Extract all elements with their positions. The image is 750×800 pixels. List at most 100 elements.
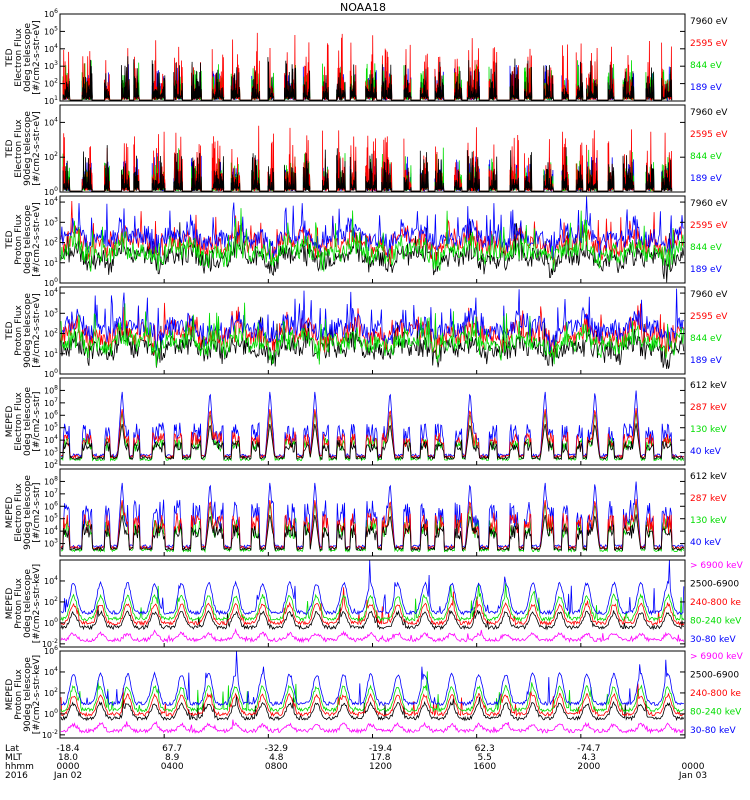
x-tick-2-row-1: 67.7 bbox=[162, 744, 182, 754]
panel-1-ylabel-line-4: [#/cm2-s-str-eV] bbox=[32, 20, 42, 95]
panel-1-ytick-exponent: 4 bbox=[54, 43, 58, 50]
panel-1-ytick-exponent: 1 bbox=[54, 95, 58, 102]
chart-title: NOAA18 bbox=[340, 1, 386, 14]
panel-3-ytick-label: 101 bbox=[44, 257, 58, 268]
panel-2-ytick-exponent: 0 bbox=[54, 186, 58, 193]
panel-1-legend-4: 189 eV bbox=[690, 83, 723, 93]
x-tick-4-row-2: 17.8 bbox=[370, 753, 390, 763]
panel-7-ytick-exponent: 2 bbox=[54, 596, 58, 603]
panel-6-legend-3: 130 keV bbox=[690, 516, 727, 526]
x-tick-5-row-3: 1600 bbox=[473, 762, 496, 772]
panel-6-ytick-label: 108 bbox=[44, 475, 58, 486]
panel-4-ylabel-line-3: 90deg telescope bbox=[23, 293, 33, 368]
panel-1-ytick-label: 106 bbox=[44, 8, 58, 19]
panel-4-ylabel-line-1: TED bbox=[5, 321, 15, 340]
panel-6-ytick-label: 104 bbox=[44, 525, 58, 536]
x-tick-2-row-3: 0400 bbox=[161, 762, 184, 772]
panel-5-legend-2: 287 keV bbox=[690, 403, 727, 413]
panel-6-ytick-exponent: 3 bbox=[54, 538, 58, 545]
panel-2-legend-1: 7960 eV bbox=[690, 108, 728, 118]
panel-6-series bbox=[60, 481, 685, 553]
panel-6-ytick-label: 103 bbox=[44, 538, 58, 549]
panel-7-ytick-label: 102 bbox=[44, 596, 58, 607]
panel-7-ylabel-line-4: [#/cm2-s-str-keV] bbox=[32, 564, 42, 643]
panel-7: 10-2 100 102 104 MEPED Proton Flux 0deg telesc… bbox=[5, 559, 744, 649]
panel-7-legend-5: 30-80 keV bbox=[690, 635, 736, 645]
x-tick-1-row-1: -18.4 bbox=[56, 744, 80, 754]
panel-4-legend-4: 189 eV bbox=[690, 356, 723, 366]
panel-8-series-1 bbox=[60, 719, 685, 735]
x-tick-6-row-1: -74.7 bbox=[577, 744, 600, 754]
panel-8-ylabel-line-4: [#/cm2-s-str-keV] bbox=[32, 655, 42, 734]
panel-3-ylabel-line-3: 0deg telescope bbox=[23, 205, 33, 275]
panel-5-ylabel-line-1: MEPED bbox=[5, 406, 15, 438]
panel-4-ytick-exponent: 4 bbox=[54, 287, 58, 294]
panel-2-legend-3: 844 eV bbox=[690, 152, 723, 162]
panel-8: 10-2 100 102 104 106 MEPED Proton Flux 90deg te… bbox=[5, 645, 744, 740]
panel-4-ytick-exponent: 0 bbox=[54, 368, 58, 375]
panel-6-ytick-label: 106 bbox=[44, 500, 58, 511]
panel-8-ytick-label: 102 bbox=[44, 687, 58, 698]
panel-2-series-3 bbox=[62, 125, 673, 192]
panel-8-ytick-exponent: -2 bbox=[52, 729, 58, 736]
panel-8-ytick-label: 100 bbox=[44, 708, 58, 719]
panel-5-ytick-exponent: 5 bbox=[54, 422, 58, 429]
panel-1-ytick-label: 101 bbox=[44, 95, 58, 106]
panel-5-ytick-label: 107 bbox=[44, 397, 58, 408]
panel-6-ytick-label: 107 bbox=[44, 488, 58, 499]
panel-4-legend-1: 7960 eV bbox=[690, 290, 728, 300]
panel-5-ylabel-line-4: [#/cm2-s-str] bbox=[32, 391, 42, 451]
panel-6-legend-4: 40 keV bbox=[690, 538, 722, 548]
panel-1-series bbox=[62, 32, 673, 102]
panel-8-ylabel-line-3: 90deg telescope bbox=[23, 657, 33, 732]
panel-3-legend-1: 7960 eV bbox=[690, 199, 728, 209]
x-tick-2-row-2: 8.9 bbox=[165, 753, 180, 763]
panel-8-legend-5: 30-80 keV bbox=[690, 726, 736, 736]
panel-6-series-4 bbox=[60, 514, 685, 552]
panel-3-legend-2: 2595 eV bbox=[690, 221, 728, 231]
panel-8-series-5 bbox=[60, 650, 684, 707]
panel-1-ylabel-line-1: TED bbox=[5, 48, 15, 67]
panel-2-ylabel-line-3: 90deg telescope bbox=[23, 111, 33, 186]
x-row-label-hhmm: hhmm bbox=[5, 762, 34, 772]
panel-3-ytick-label: 100 bbox=[44, 277, 58, 288]
panel-3-ytick-exponent: 4 bbox=[54, 196, 58, 203]
panel-8-ytick-label: 104 bbox=[44, 666, 58, 677]
panel-2-ylabel-line-2: Electron Flux bbox=[14, 119, 24, 178]
x-tick-3-row-2: 4.8 bbox=[269, 753, 284, 763]
panel-5-legend-1: 612 keV bbox=[690, 381, 727, 391]
x-row-label-2016: 2016 bbox=[5, 771, 28, 781]
panel-6-ytick-exponent: 6 bbox=[54, 500, 58, 507]
panel-7-ytick-exponent: 4 bbox=[54, 575, 58, 582]
panel-5-ytick-label: 102 bbox=[44, 459, 58, 470]
panel-5-ytick-label: 105 bbox=[44, 422, 58, 433]
panel-3-ytick-exponent: 0 bbox=[54, 277, 58, 284]
panel-8-ytick-exponent: 0 bbox=[54, 708, 58, 715]
panel-2-ylabel-line-4: [#/cm2-s-str-eV] bbox=[32, 111, 42, 186]
panel-7-ylabel-line-2: Proton Flux bbox=[14, 578, 24, 629]
panel-7-legend-2: 2500-6900 bbox=[690, 580, 739, 590]
panel-3-series-4 bbox=[60, 208, 685, 272]
x-tick-1-row-3: 0000 bbox=[57, 762, 80, 772]
panel-7-ytick-label: 10-2 bbox=[42, 638, 58, 649]
panel-3-series-1 bbox=[60, 221, 685, 283]
x-row-label-lat: Lat bbox=[5, 744, 20, 754]
panel-4-ytick-label: 100 bbox=[44, 368, 58, 379]
panel-4-series-3 bbox=[60, 288, 685, 352]
panel-2-legend-2: 2595 eV bbox=[690, 130, 728, 140]
panel-7-ytick-label: 100 bbox=[44, 617, 58, 628]
panel-3-ytick-label: 104 bbox=[44, 196, 58, 207]
panel-2-ytick-label: 102 bbox=[44, 151, 58, 162]
panel-8-ytick-exponent: 2 bbox=[54, 687, 58, 694]
panel-7-series-2 bbox=[60, 604, 684, 631]
panel-8-ytick-exponent: 4 bbox=[54, 666, 58, 673]
x-tick-3-row-3: 0800 bbox=[265, 762, 288, 772]
panel-6-ytick-exponent: 4 bbox=[54, 525, 58, 532]
panel-5-ylabel-line-3: 0deg telescope bbox=[23, 387, 33, 457]
panel-4-series-4 bbox=[60, 302, 685, 367]
panel-4-series bbox=[60, 288, 685, 369]
panel-1-legend-1: 7960 eV bbox=[690, 17, 728, 27]
